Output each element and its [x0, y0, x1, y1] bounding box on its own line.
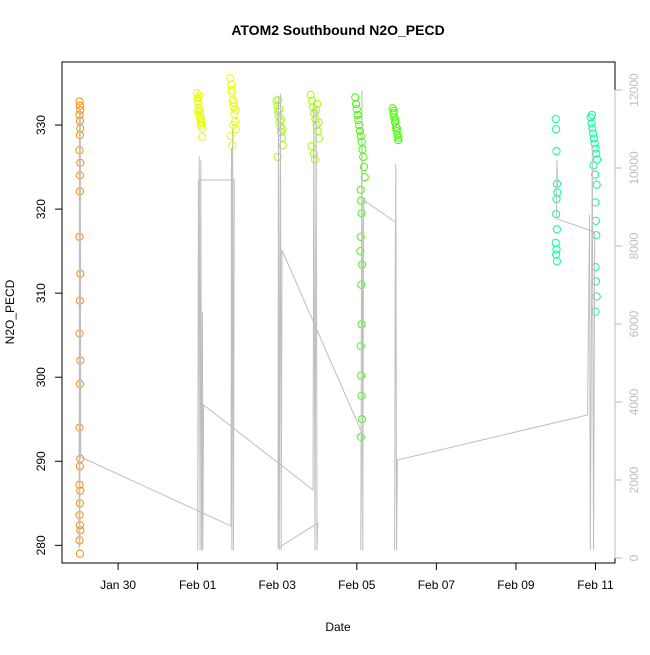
y-tick-label: 330	[34, 115, 48, 135]
y-tick-label: 280	[34, 535, 48, 555]
data-point	[310, 155, 320, 164]
data-point	[307, 141, 316, 151]
data-point	[592, 180, 601, 189]
data-point	[552, 225, 562, 234]
x-tick-label: Feb 07	[418, 578, 456, 592]
x-tick-label: Feb 05	[338, 578, 376, 592]
data-point	[359, 152, 368, 162]
data-point	[552, 257, 562, 266]
data-point	[228, 120, 238, 130]
data-point	[357, 415, 367, 424]
data-point	[587, 110, 597, 120]
y-axis-label: N2O_PECD	[3, 279, 17, 344]
data-point	[355, 126, 365, 136]
data-point	[194, 104, 203, 113]
data-point	[193, 94, 202, 103]
data-point	[589, 134, 599, 143]
data-point	[589, 129, 598, 138]
x-tick-label: Feb 01	[179, 578, 217, 592]
data-point	[231, 105, 240, 115]
data-point	[590, 139, 599, 148]
data-point	[356, 342, 365, 351]
data-point	[391, 115, 400, 125]
x-tick-label: Jan 30	[100, 578, 136, 592]
data-point	[356, 247, 365, 256]
data-point	[195, 112, 204, 121]
data-point	[275, 104, 284, 114]
x-axis-label: Date	[325, 620, 351, 634]
y2-tick-label: 2000	[627, 466, 641, 493]
data-point	[193, 107, 203, 116]
data-point	[306, 90, 315, 99]
data-point	[356, 131, 365, 141]
data-point	[592, 155, 602, 164]
y2-tick-label: 8000	[627, 232, 641, 259]
y2-tick-label: 12000	[627, 73, 641, 107]
chart-title: ATOM2 Southbound N2O_PECD	[231, 22, 444, 38]
data-point	[356, 185, 365, 194]
y-tick-label: 310	[34, 283, 48, 303]
data-point	[314, 134, 324, 143]
data-point	[588, 124, 597, 133]
data-point	[352, 104, 361, 114]
data-point	[75, 549, 85, 558]
y2-tick-label: 4000	[627, 388, 641, 415]
x-tick-label: Feb 11	[577, 578, 614, 592]
data-point	[195, 109, 205, 118]
data-point	[197, 121, 206, 130]
data-point	[589, 161, 598, 170]
data-point	[193, 96, 202, 105]
data-point	[552, 147, 561, 156]
data-point	[195, 91, 204, 100]
data-point	[314, 118, 323, 127]
data-point	[356, 232, 365, 241]
data-point	[591, 170, 600, 179]
y-tick-label: 320	[34, 199, 48, 219]
data-point	[351, 99, 361, 109]
data-point	[552, 245, 561, 254]
data-point	[227, 85, 236, 94]
data-point	[197, 132, 207, 141]
data-point	[355, 120, 364, 130]
data-point	[196, 117, 205, 126]
data-point	[552, 125, 561, 134]
data-point	[273, 152, 282, 162]
data-point	[278, 141, 287, 150]
y2-tick-label: 6000	[627, 310, 641, 337]
data-point	[360, 173, 369, 182]
altitude-line	[78, 89, 596, 551]
data-point	[353, 110, 362, 120]
data-point	[359, 162, 369, 172]
data-point	[392, 124, 402, 133]
data-point	[394, 133, 403, 142]
x-tick-label: Feb 03	[259, 578, 297, 592]
data-point	[389, 106, 398, 115]
x-tick-label: Feb 09	[497, 578, 535, 592]
data-point	[551, 115, 560, 124]
data-point	[226, 131, 235, 141]
y2-tick-label: 0	[627, 554, 641, 561]
y-tick-label: 300	[34, 367, 48, 387]
y2-tick-label: 10000	[627, 151, 641, 185]
data-point	[587, 119, 596, 128]
y-tick-label: 290	[34, 451, 48, 471]
data-point	[229, 98, 238, 107]
